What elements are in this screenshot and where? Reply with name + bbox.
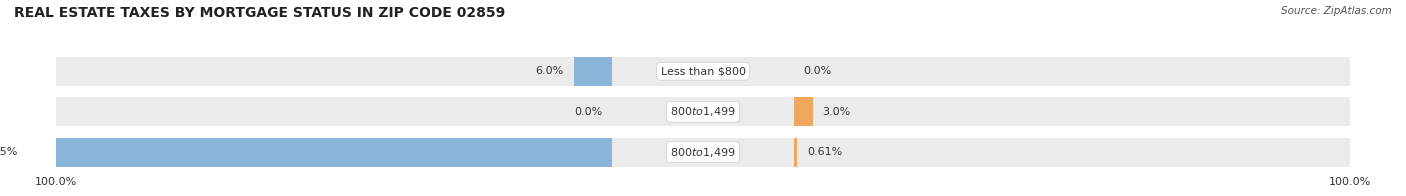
Bar [793,97,813,126]
Text: 0.0%: 0.0% [575,107,603,117]
Bar [793,138,797,167]
Text: REAL ESTATE TAXES BY MORTGAGE STATUS IN ZIP CODE 02859: REAL ESTATE TAXES BY MORTGAGE STATUS IN … [14,6,505,20]
Text: $800 to $1,499: $800 to $1,499 [671,146,735,159]
Text: 0.0%: 0.0% [803,66,831,76]
Text: $800 to $1,499: $800 to $1,499 [671,105,735,118]
Bar [27,138,613,167]
Text: 6.0%: 6.0% [536,66,564,76]
Text: Less than $800: Less than $800 [661,66,745,76]
Bar [56,138,1350,167]
Text: Source: ZipAtlas.com: Source: ZipAtlas.com [1281,6,1392,16]
Bar [56,57,1350,86]
Text: 0.61%: 0.61% [807,147,842,157]
Text: 3.0%: 3.0% [823,107,851,117]
Text: 90.5%: 90.5% [0,147,17,157]
Bar [574,57,613,86]
Bar [56,97,1350,126]
